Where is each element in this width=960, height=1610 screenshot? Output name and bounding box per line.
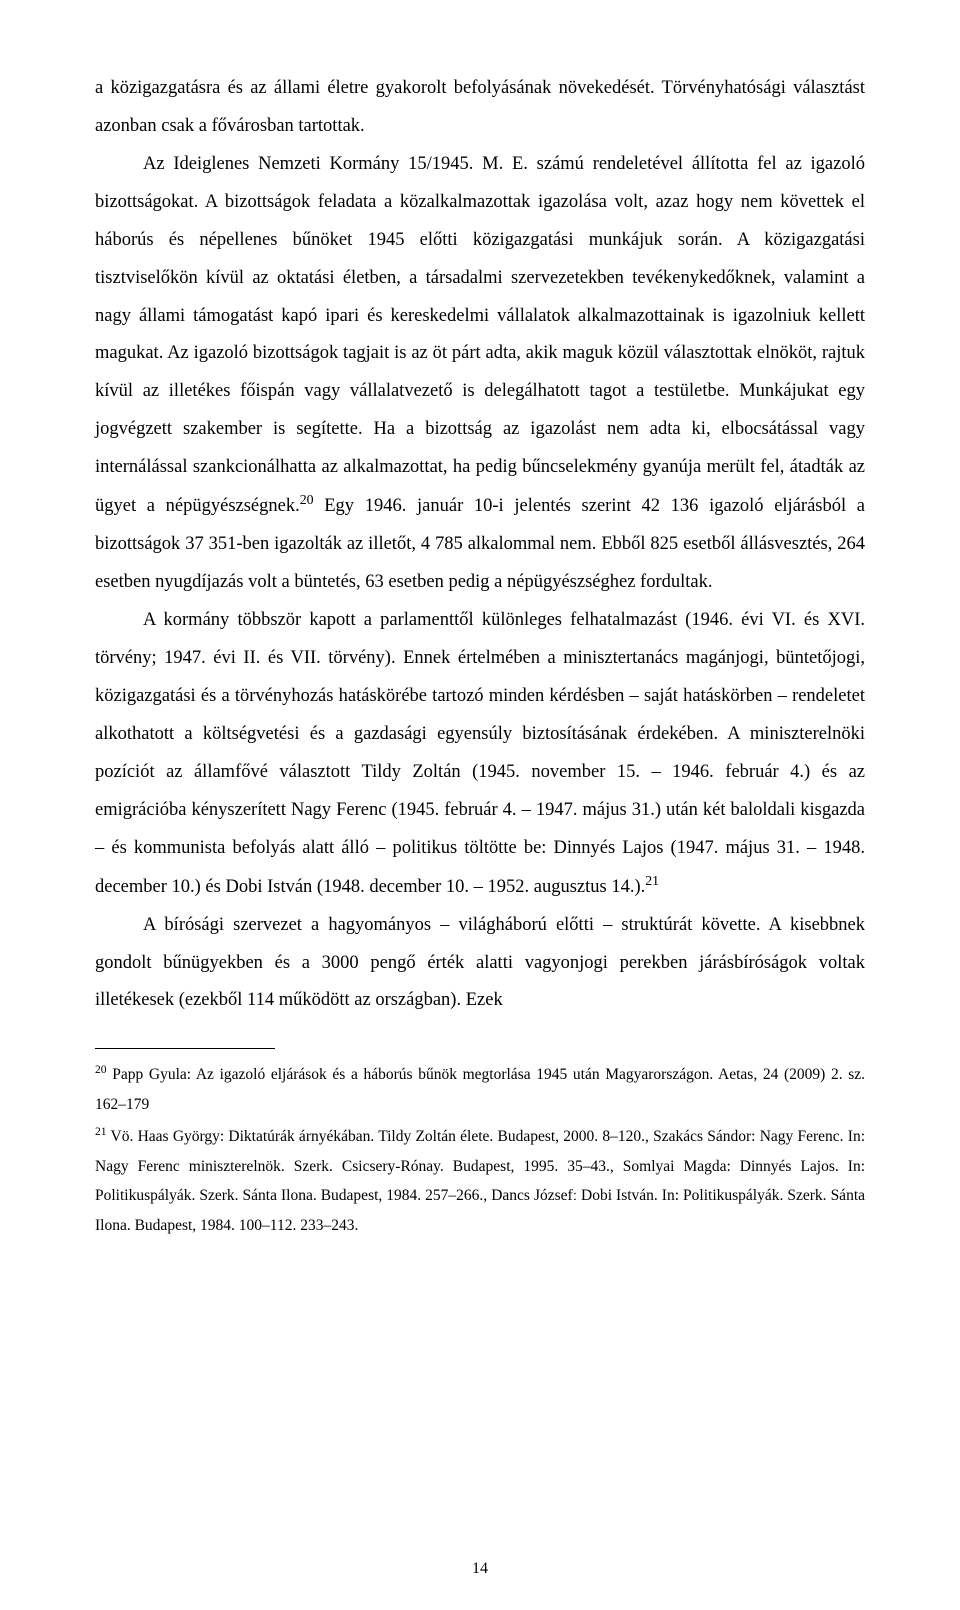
para3-start: A kormány többször kapott a parlamenttől… xyxy=(95,610,865,897)
footnote-21-text: Vö. Haas György: Diktatúrák árnyékában. … xyxy=(95,1129,865,1234)
footnote-marker-20: 20 xyxy=(95,1063,107,1076)
para1-cont: a közigazgatásra és az állami életre gya… xyxy=(95,78,865,136)
footnote-ref-21: 21 xyxy=(645,874,659,889)
main-text: a közigazgatásra és az állami életre gya… xyxy=(95,70,865,1020)
para4: A bírósági szervezet a hagyományos – vil… xyxy=(95,915,865,1011)
footnote-separator xyxy=(95,1048,275,1049)
footnotes: 20 Papp Gyula: Az igazoló eljárások és a… xyxy=(95,1059,865,1240)
page-number: 14 xyxy=(0,1560,960,1578)
footnote-20: 20 Papp Gyula: Az igazoló eljárások és a… xyxy=(95,1059,865,1119)
footnote-marker-21: 21 xyxy=(95,1125,107,1138)
footnote-20-text: Papp Gyula: Az igazoló eljárások és a há… xyxy=(95,1067,865,1113)
footnote-21: 21 Vö. Haas György: Diktatúrák árnyékába… xyxy=(95,1121,865,1240)
para2-start: Az Ideiglenes Nemzeti Kormány 15/1945. M… xyxy=(95,154,865,516)
footnote-ref-20: 20 xyxy=(300,493,314,508)
